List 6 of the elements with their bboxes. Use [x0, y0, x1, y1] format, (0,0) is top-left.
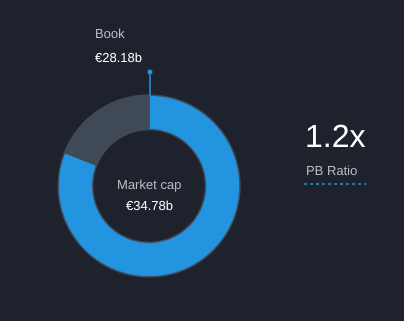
text: PB Ratio: [306, 163, 358, 178]
text: 1.2x: [305, 118, 366, 154]
text: Market cap: [117, 177, 182, 192]
slice-label: Book: [95, 26, 126, 41]
text: €34.78b: [126, 198, 173, 213]
data-label: €28.18b: [95, 50, 142, 65]
